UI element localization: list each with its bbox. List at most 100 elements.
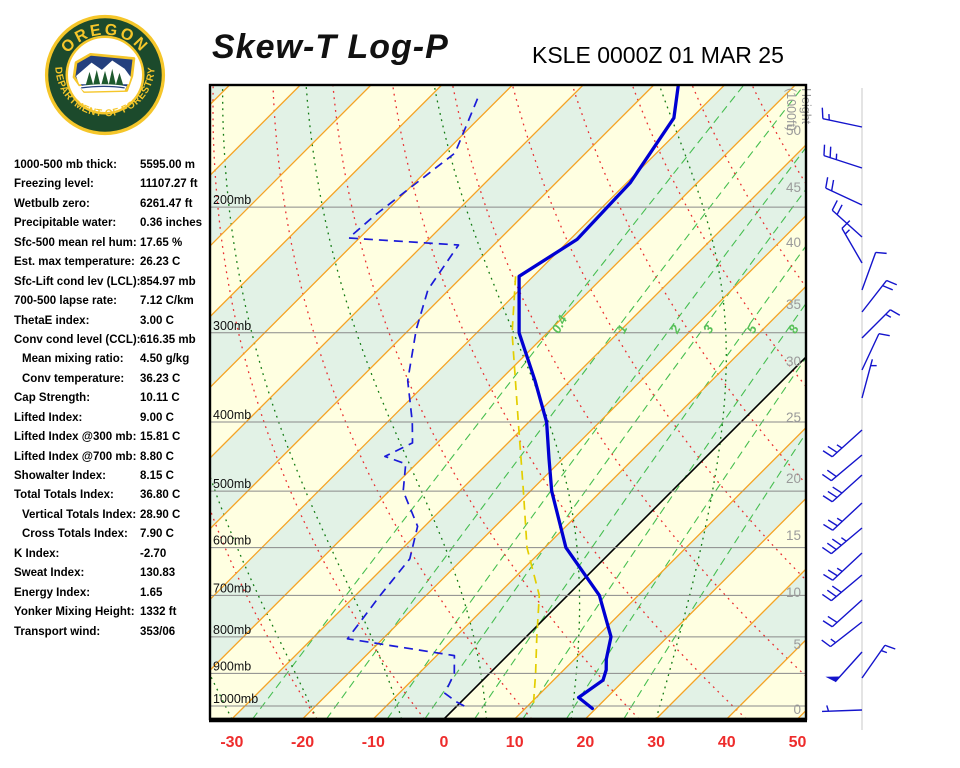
stat-row: Mean mixing ratio: 4.50 g/kg (14, 353, 210, 372)
stat-row: Conv temperature: 36.23 C (14, 373, 210, 392)
wind-barb (822, 474, 863, 503)
wind-barb (822, 429, 863, 458)
moist-adiabat (305, 85, 488, 719)
moist-adiabats (0, 83, 727, 719)
isotherm (210, 85, 655, 530)
stat-row: Sfc-Lift cond lev (LCL): 854.97 mb (14, 276, 210, 295)
stat-row: Freezing level: 11107.27 ft (14, 178, 210, 197)
wind-barb (823, 552, 863, 581)
temp-band (0, 85, 159, 719)
mixing-ratio-line (252, 85, 745, 719)
height-tick-label: 40 (786, 235, 801, 250)
dry-adiabats (210, 83, 960, 719)
stat-label: Precipitable water: (14, 217, 117, 230)
stat-value: 8.80 C (140, 450, 174, 463)
moist-adiabat (0, 83, 62, 719)
stat-value: 10.11 C (140, 392, 180, 405)
dewpoint-trace (346, 98, 479, 708)
wetbulb-trace (511, 276, 541, 708)
height-tick-label: 20 (786, 471, 801, 486)
stat-row: Yonker Mixing Height: 1332 ft (14, 606, 210, 625)
wind-barb (861, 279, 898, 313)
stat-label: Sweat Index: (14, 567, 85, 580)
height-tick-label: 50 (786, 123, 801, 138)
station-datetime: KSLE 0000Z 01 MAR 25 (532, 42, 784, 68)
stat-value: 26.23 C (140, 256, 181, 269)
wind-barb (821, 574, 863, 602)
wind-barb (821, 454, 863, 482)
stat-value: 4.50 g/kg (140, 353, 190, 366)
temp-band (210, 85, 806, 719)
moist-adiabat (433, 85, 581, 719)
wind-barb (821, 527, 863, 555)
stat-value: 15.81 C (140, 431, 181, 444)
pressure-label: 900mb (213, 659, 251, 673)
stat-row: Vertical Totals Index: 28.90 C (14, 509, 210, 528)
moist-adiabat (655, 85, 727, 719)
stat-value: 1332 ft (140, 606, 177, 619)
wind-barb (825, 177, 863, 206)
wind-barb (861, 309, 901, 339)
mixing-ratio-line (386, 146, 806, 719)
wind-barb (861, 251, 887, 291)
stat-label: 700-500 lapse rate: (14, 295, 117, 308)
isotherm (372, 285, 806, 719)
mixing-ratio-line (325, 85, 805, 719)
isotherm (210, 85, 796, 672)
stat-label: Energy Index: (14, 586, 91, 599)
isotherm (0, 85, 88, 719)
stat-label: Yonker Mixing Height: (14, 606, 135, 619)
stat-label: Conv temperature: (22, 372, 125, 385)
stat-row: Sweat Index: 130.83 (14, 567, 210, 586)
stat-label: Est. max temperature: (14, 256, 135, 269)
stat-label: Transport wind: (14, 625, 101, 638)
pressure-label: 300mb (213, 319, 251, 333)
stat-value: 854.97 mb (140, 275, 196, 288)
pressure-label: 600mb (213, 534, 251, 548)
dry-adiabat (930, 83, 960, 719)
logo-water-line (81, 85, 125, 89)
stat-label: Lifted Index @300 mb: (14, 431, 137, 444)
stat-row: Cap Strength: 10.11 C (14, 392, 210, 411)
isotherm (584, 497, 806, 719)
x-axis-label: -20 (291, 734, 314, 751)
x-axis-label: -30 (220, 734, 243, 751)
logo-ground (78, 84, 127, 92)
stat-label: ThetaE index: (14, 314, 90, 327)
stat-row: Sfc-500 mean rel hum: 17.65 % (14, 237, 210, 256)
stat-value: 7.12 C/km (140, 295, 194, 308)
mixing-ratio-lines (252, 85, 806, 719)
wind-barb (821, 621, 863, 648)
stat-value: 1.65 (140, 586, 163, 599)
dry-adiabat (451, 85, 806, 678)
stat-label: Sfc-500 mean rel hum: (14, 236, 137, 249)
stat-label: Lifted Index @700 mb: (14, 450, 137, 463)
height-tick-label: 30 (786, 354, 801, 369)
stat-row: Lifted Index @700 mb: 8.80 C (14, 451, 210, 470)
height-axis-title-units: (1000ft) (784, 88, 798, 131)
stat-row: ThetaE index: 3.00 C (14, 315, 210, 334)
stat-label: Mean mixing ratio: (22, 353, 124, 366)
stat-value: 353/06 (140, 625, 176, 638)
isotherm (655, 568, 806, 719)
stats-panel: 1000-500 mb thick: 5595.00 m Freezing leve… (14, 159, 210, 645)
stat-value: 8.15 C (140, 470, 174, 482)
odf-logo-svg: OREGON DEPARTMENT OF FORESTRY (44, 14, 166, 136)
odf-logo: OREGON DEPARTMENT OF FORESTRY (44, 14, 166, 136)
stat-value: -2.70 (140, 547, 167, 560)
isotherm (210, 85, 231, 106)
stat-value: 11107.27 ft (140, 178, 198, 191)
stat-value: 28.90 C (140, 508, 181, 521)
stat-row: Total Totals Index: 36.80 C (14, 489, 210, 508)
stat-row: Energy Index: 1.65 (14, 587, 210, 606)
stat-row: 700-500 lapse rate: 7.12 C/km (14, 295, 210, 314)
sounding-traces (346, 85, 680, 711)
stat-label: Showalter Index: (14, 470, 107, 482)
temperature-trace (517, 85, 680, 711)
stat-value: 36.80 C (140, 489, 181, 502)
stat-row: Wetbulb zero: 6261.47 ft (14, 198, 210, 217)
stat-row: Lifted Index @300 mb: 15.81 C (14, 431, 210, 450)
zero-isotherm (443, 355, 806, 719)
stat-value: 36.23 C (140, 372, 181, 385)
